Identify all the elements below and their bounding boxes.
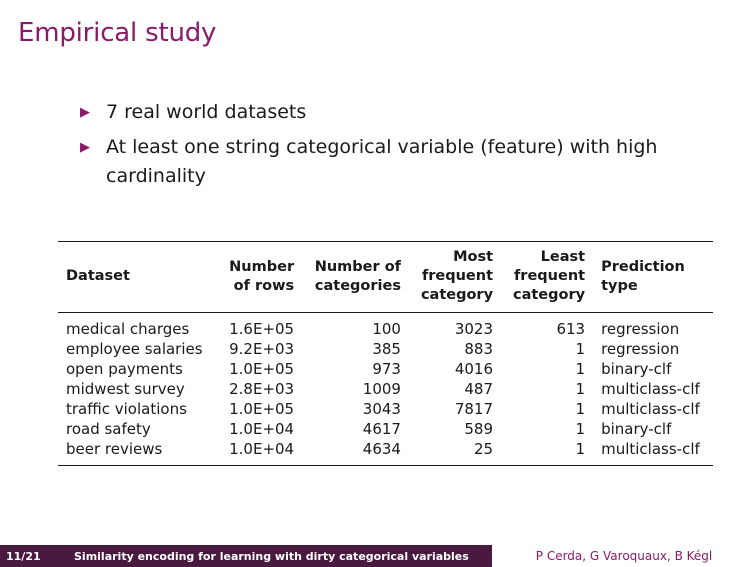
footer-authors: P Cerda, G Varoquaux, B Kégl: [492, 545, 756, 567]
cell-dataset: medical charges: [66, 320, 190, 338]
table-row: employee salaries 9.2E+03 385 883 1 regr…: [58, 339, 713, 359]
bullet-list: ▶ 7 real world datasets ▶ At least one s…: [80, 98, 680, 197]
cell-categories: 973: [372, 360, 401, 378]
cell-rows: 9.2E+03: [229, 340, 295, 358]
table-row: medical charges 1.6E+05 100 3023 613 reg…: [58, 313, 713, 340]
cell-dataset: road safety: [66, 420, 151, 438]
cell-categories: 100: [372, 320, 401, 338]
header-prediction-type: Prediction type: [601, 258, 685, 294]
table-row: open payments 1.0E+05 973 4016 1 binary-…: [58, 359, 713, 379]
cell-prediction-type: multiclass-clf: [601, 380, 700, 398]
bullet-text: 7 real world datasets: [106, 101, 307, 123]
table-row: midwest survey 2.8E+03 1009 487 1 multic…: [58, 379, 713, 399]
cell-least-frequent: 1: [575, 440, 586, 458]
cell-prediction-type: multiclass-clf: [601, 440, 700, 458]
bullet-text: At least one string categorical variable…: [106, 136, 658, 187]
cell-categories: 1009: [362, 380, 401, 398]
cell-prediction-type: binary-clf: [601, 420, 672, 438]
cell-rows: 2.8E+03: [229, 380, 295, 398]
cell-rows: 1.0E+05: [229, 360, 295, 378]
cell-categories: 385: [372, 340, 401, 358]
cell-most-frequent: 589: [464, 420, 494, 438]
cell-categories: 4617: [362, 420, 401, 438]
slide-title: Empirical study: [18, 18, 217, 48]
cell-categories: 3043: [362, 400, 401, 418]
triangle-right-icon: ▶: [80, 140, 90, 155]
cell-dataset: traffic violations: [66, 400, 187, 418]
cell-rows: 1.0E+05: [229, 400, 295, 418]
cell-prediction-type: multiclass-clf: [601, 400, 700, 418]
bullet-item: ▶ At least one string categorical variab…: [80, 133, 680, 191]
page-number: 11/21: [6, 549, 41, 563]
cell-most-frequent: 25: [473, 440, 494, 458]
cell-categories: 4634: [362, 440, 401, 458]
datasets-table: Dataset Number of rows Number of categor…: [58, 241, 713, 466]
triangle-right-icon: ▶: [80, 105, 90, 120]
cell-dataset: beer reviews: [66, 440, 163, 458]
cell-rows: 1.6E+05: [229, 320, 295, 338]
table-row: road safety 1.0E+04 4617 589 1 binary-cl…: [58, 419, 713, 439]
header-categories: Number of categories: [314, 258, 401, 294]
cell-prediction-type: regression: [601, 320, 680, 338]
cell-least-frequent: 1: [575, 360, 586, 378]
cell-most-frequent: 4016: [454, 360, 494, 378]
header-least-frequent: Least frequent category: [513, 249, 586, 303]
cell-most-frequent: 487: [464, 380, 494, 398]
cell-dataset: employee salaries: [66, 340, 203, 358]
table-header-row: Dataset Number of rows Number of categor…: [58, 241, 713, 313]
slide-footer: 11/21 Similarity encoding for learning w…: [0, 545, 756, 567]
cell-rows: 1.0E+04: [229, 440, 295, 458]
cell-most-frequent: 3023: [454, 320, 494, 338]
bullet-item: ▶ 7 real world datasets: [80, 98, 680, 127]
cell-dataset: open payments: [66, 360, 183, 378]
header-rows: Number of rows: [229, 258, 295, 294]
footer-bar: 11/21 Similarity encoding for learning w…: [0, 545, 492, 567]
cell-prediction-type: binary-clf: [601, 360, 672, 378]
table-body: medical charges 1.6E+05 100 3023 613 reg…: [58, 313, 713, 466]
table-row: beer reviews 1.0E+04 4634 25 1 multiclas…: [58, 439, 713, 466]
cell-least-frequent: 1: [575, 380, 586, 398]
cell-dataset: midwest survey: [66, 380, 185, 398]
cell-least-frequent: 613: [556, 320, 586, 338]
cell-most-frequent: 7817: [454, 400, 494, 418]
cell-prediction-type: regression: [601, 340, 680, 358]
cell-least-frequent: 1: [575, 400, 586, 418]
cell-rows: 1.0E+04: [229, 420, 295, 438]
header-dataset: Dataset: [66, 268, 130, 284]
cell-most-frequent: 883: [464, 340, 494, 358]
talk-title: Similarity encoding for learning with di…: [74, 549, 469, 563]
table-row: traffic violations 1.0E+05 3043 7817 1 m…: [58, 399, 713, 419]
cell-least-frequent: 1: [575, 420, 586, 438]
header-most-frequent: Most frequent category: [420, 249, 494, 303]
cell-least-frequent: 1: [575, 340, 586, 358]
